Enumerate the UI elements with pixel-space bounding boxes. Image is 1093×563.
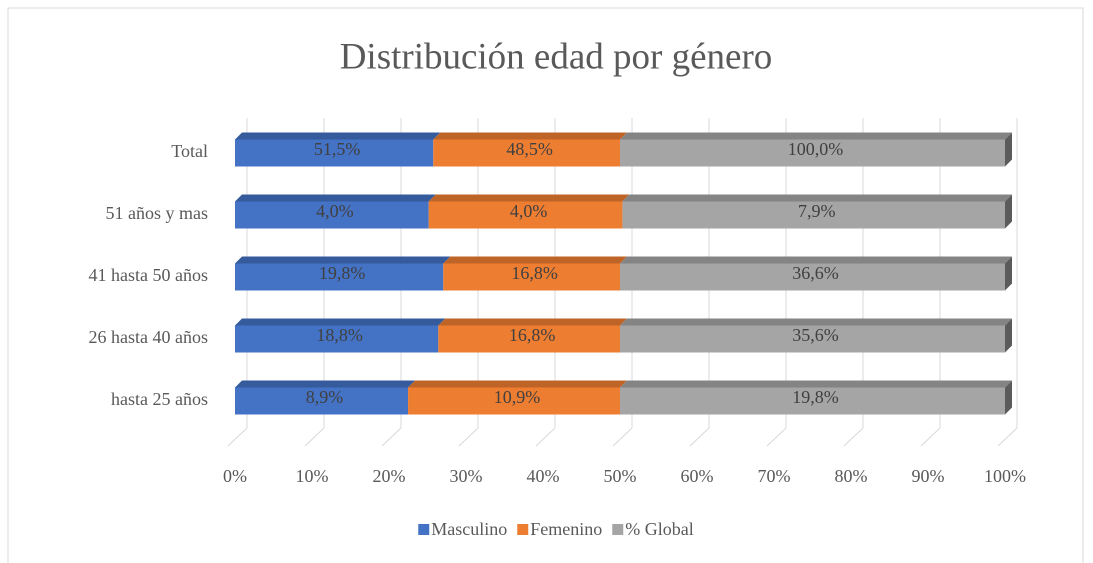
bar-top: [235, 318, 446, 326]
grid-floor: [227, 427, 248, 447]
data-label: 51,5%: [314, 139, 361, 159]
data-label: 4,0%: [316, 201, 354, 221]
bar: [620, 387, 1005, 415]
bar-side: [1005, 380, 1012, 415]
bar-top: [443, 256, 627, 264]
bar: [443, 263, 620, 291]
bar: [235, 263, 444, 291]
bar-top: [235, 380, 416, 388]
grid-floor: [766, 427, 787, 447]
legend-swatch: [418, 524, 430, 535]
data-label: 100,0%: [788, 139, 844, 159]
x-tick-label: 60%: [681, 466, 714, 486]
grid-floor: [304, 427, 325, 447]
grid-floor: [843, 427, 864, 447]
bar: [433, 139, 620, 167]
y-tick-label: Total: [171, 141, 208, 161]
data-label: 16,8%: [511, 263, 558, 283]
x-tick-label: 50%: [604, 466, 637, 486]
legend-swatch: [612, 524, 624, 535]
bar: [235, 139, 434, 167]
data-label: 8,9%: [306, 387, 344, 407]
grid-floor: [689, 427, 710, 447]
bar: [428, 201, 623, 229]
x-tick-label: 100%: [984, 466, 1026, 486]
legend-label: % Global: [625, 519, 693, 539]
bar: [235, 201, 429, 229]
grid-floor: [997, 427, 1018, 447]
bar-top: [620, 380, 1012, 388]
bar-top: [408, 380, 627, 388]
y-tick-label: hasta 25 años: [111, 389, 208, 409]
x-tick-label: 70%: [758, 466, 791, 486]
bar: [438, 325, 620, 353]
bar-top: [235, 256, 451, 264]
bar-top: [235, 132, 441, 140]
bar-top: [620, 318, 1012, 326]
bar-top: [438, 318, 627, 326]
data-label: 7,9%: [798, 201, 836, 221]
data-label: 18,8%: [316, 325, 363, 345]
grid-floor: [458, 427, 479, 447]
y-tick-label: 41 hasta 50 años: [89, 265, 208, 285]
bar: [408, 387, 620, 415]
x-tick-label: 10%: [296, 466, 329, 486]
legend-label: Masculino: [431, 519, 507, 539]
data-label: 4,0%: [510, 201, 548, 221]
bar-top: [622, 194, 1012, 202]
x-tick-label: 90%: [912, 466, 945, 486]
bar-top: [620, 256, 1012, 264]
grid-floor: [535, 427, 556, 447]
bar-side: [1005, 132, 1012, 167]
bar-top: [235, 194, 436, 202]
data-label: 35,6%: [792, 325, 839, 345]
chart-title: Distribución edad por género: [340, 36, 773, 77]
bar-side: [1005, 318, 1012, 353]
x-tick-label: 20%: [373, 466, 406, 486]
bar-side: [1005, 194, 1012, 229]
bar: [620, 263, 1005, 291]
data-label: 48,5%: [506, 139, 553, 159]
bar: [620, 325, 1005, 353]
bar-side: [1005, 256, 1012, 291]
data-label: 19,8%: [792, 387, 839, 407]
data-label: 36,6%: [792, 263, 839, 283]
data-label: 19,8%: [319, 263, 366, 283]
legend-label: Femenino: [530, 519, 602, 539]
bar: [620, 139, 1005, 167]
x-tick-label: 40%: [527, 466, 560, 486]
grid-floor: [612, 427, 633, 447]
y-tick-label: 51 años y mas: [106, 203, 209, 223]
bar: [235, 387, 409, 415]
x-tick-label: 30%: [450, 466, 483, 486]
legend-swatch: [517, 524, 529, 535]
bar-top: [428, 194, 630, 202]
grid-floor: [381, 427, 402, 447]
y-tick-label: 26 hasta 40 años: [89, 327, 208, 347]
bar-top: [433, 132, 627, 140]
bar: [622, 201, 1005, 229]
data-label: 16,8%: [509, 325, 556, 345]
bar: [235, 325, 439, 353]
x-tick-label: 0%: [223, 466, 247, 486]
bar-top: [620, 132, 1012, 140]
data-label: 10,9%: [494, 387, 541, 407]
x-tick-label: 80%: [835, 466, 868, 486]
grid-floor: [920, 427, 941, 447]
